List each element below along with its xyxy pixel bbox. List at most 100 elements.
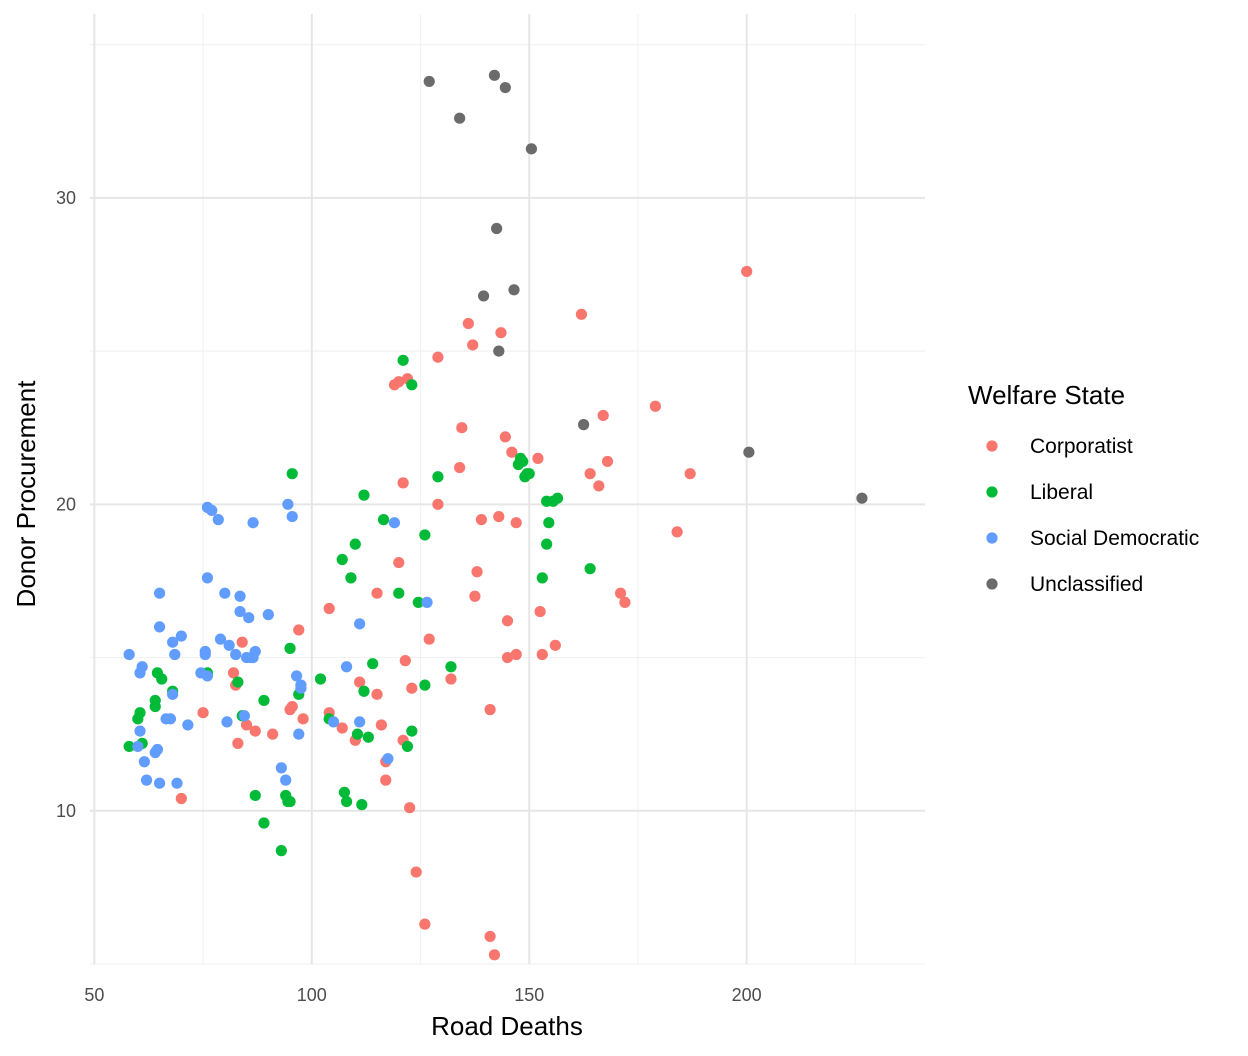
point-unclassified — [856, 492, 868, 504]
x-tick-label: 100 — [297, 985, 327, 1005]
point-corporatist — [649, 400, 661, 412]
point-corporatist — [323, 602, 335, 615]
point-corporatist — [354, 676, 366, 688]
point-social-democratic — [219, 587, 231, 599]
point-social-democratic — [182, 719, 194, 731]
point-unclassified — [525, 143, 538, 155]
point-corporatist — [454, 461, 466, 474]
y-axis-tick-labels: 10 20 30 — [56, 188, 76, 821]
point-liberal — [284, 795, 296, 808]
point-unclassified — [477, 290, 490, 302]
point-social-democratic — [421, 596, 433, 608]
point-unclassified — [743, 446, 755, 458]
point-corporatist — [495, 327, 507, 339]
point-social-democratic — [171, 777, 183, 789]
point-corporatist — [493, 510, 505, 523]
point-corporatist — [432, 351, 444, 363]
point-social-democratic — [201, 572, 214, 584]
point-corporatist — [404, 802, 416, 814]
point-social-democratic — [290, 670, 303, 682]
point-social-democratic — [214, 633, 227, 645]
point-liberal — [123, 740, 135, 753]
point-social-democratic — [132, 740, 144, 753]
point-liberal — [543, 517, 555, 529]
point-corporatist — [484, 930, 496, 943]
point-social-democratic — [221, 716, 233, 728]
point-liberal — [134, 707, 146, 719]
point-social-democratic — [153, 621, 166, 633]
point-corporatist — [380, 774, 392, 786]
legend-label-unclassified: Unclassified — [1030, 573, 1143, 596]
point-corporatist — [432, 498, 444, 510]
point-corporatist — [371, 688, 383, 700]
point-corporatist — [397, 477, 409, 489]
minor-gridlines-x — [202, 14, 857, 964]
point-corporatist — [614, 587, 627, 599]
point-social-democratic — [282, 498, 294, 510]
point-corporatist — [336, 722, 348, 734]
point-social-democratic — [175, 630, 187, 642]
point-unclassified — [499, 81, 511, 94]
point-corporatist — [197, 707, 209, 719]
point-liberal — [551, 492, 564, 504]
point-corporatist — [488, 949, 501, 961]
point-corporatist — [510, 648, 522, 661]
legend-label-corporatist: Corporatist — [1030, 435, 1133, 458]
point-liberal — [286, 468, 298, 480]
point-corporatist — [375, 719, 387, 731]
x-axis-tick-labels: 50 100 150 200 — [84, 985, 761, 1005]
legend-key-corporatist — [986, 440, 998, 452]
point-liberal — [541, 538, 553, 550]
point-social-democratic — [280, 774, 292, 786]
point-unclassified — [491, 222, 503, 235]
point-corporatist — [393, 556, 405, 569]
point-liberal — [156, 673, 168, 685]
legend-key-unclassified — [986, 578, 998, 590]
legend: Welfare State Corporatist Liberal Social D… — [968, 380, 1199, 596]
y-tick-label: 30 — [56, 188, 76, 208]
major-gridlines-y — [90, 196, 925, 812]
point-corporatist — [399, 655, 411, 667]
x-tick-label: 200 — [732, 985, 762, 1005]
point-corporatist — [423, 633, 435, 645]
x-tick-label: 150 — [514, 985, 544, 1005]
point-social-democratic — [249, 645, 261, 658]
point-social-democratic — [247, 517, 259, 529]
data-points — [123, 69, 868, 961]
point-corporatist — [267, 728, 279, 740]
point-liberal — [377, 514, 390, 526]
point-corporatist — [393, 376, 405, 388]
point-corporatist — [671, 526, 683, 538]
point-liberal — [517, 455, 529, 468]
point-social-democratic — [201, 670, 214, 682]
point-corporatist — [510, 517, 522, 529]
point-corporatist — [249, 725, 261, 737]
point-liberal — [336, 553, 348, 566]
point-corporatist — [410, 866, 422, 878]
point-corporatist — [501, 651, 514, 664]
point-corporatist — [467, 339, 479, 351]
point-liberal — [249, 789, 261, 802]
point-liberal — [432, 471, 444, 483]
point-social-democratic — [382, 753, 394, 765]
point-corporatist — [619, 596, 631, 608]
point-liberal — [393, 587, 405, 599]
point-social-democratic — [354, 618, 366, 630]
point-corporatist — [419, 918, 431, 930]
point-social-democratic — [295, 679, 307, 691]
point-liberal — [358, 489, 370, 501]
point-corporatist — [406, 682, 418, 694]
x-axis-title: Road Deaths — [431, 1011, 583, 1041]
point-corporatist — [684, 468, 696, 480]
point-social-democratic — [293, 728, 305, 740]
point-social-democratic — [234, 590, 246, 602]
point-social-democratic — [234, 605, 246, 618]
point-liberal — [258, 817, 270, 829]
point-corporatist — [534, 605, 546, 618]
point-liberal — [523, 468, 535, 480]
point-social-democratic — [123, 648, 135, 661]
point-liberal — [362, 731, 374, 743]
point-liberal — [314, 673, 327, 685]
point-liberal — [584, 563, 596, 575]
